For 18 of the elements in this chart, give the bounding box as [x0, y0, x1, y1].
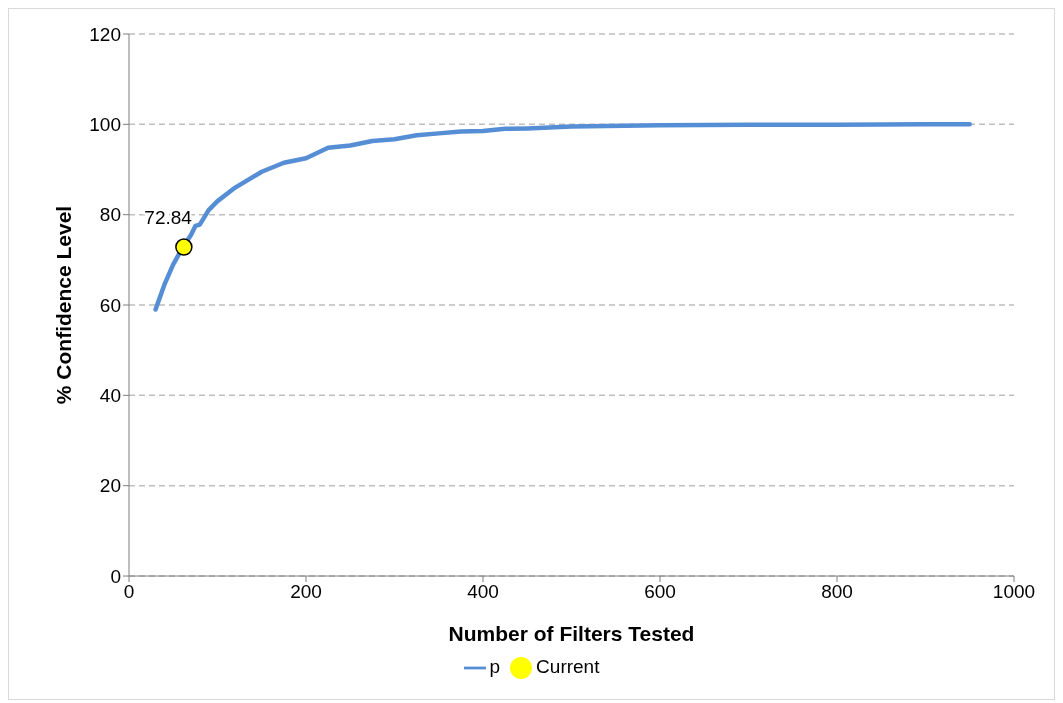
y-tick-label: 60	[99, 294, 121, 316]
y-tick-label: 80	[99, 204, 121, 226]
x-tick-label: 600	[644, 580, 676, 602]
y-tick-label: 100	[89, 114, 121, 136]
x-tick-label: 200	[290, 580, 322, 602]
x-tick-label: 0	[123, 580, 135, 602]
x-tick-label: 400	[467, 580, 499, 602]
y-tick-label: 0	[110, 565, 121, 587]
data-label: 72.84	[144, 207, 193, 229]
x-tick-label: 1000	[992, 580, 1036, 602]
y-axis-title: % Confidence Level	[52, 205, 76, 405]
y-tick-label: 20	[99, 475, 121, 497]
y-tick-label: 120	[89, 23, 121, 45]
legend-label: p	[489, 656, 501, 678]
y-tick-label: 40	[99, 385, 121, 407]
x-axis-title: Number of Filters Tested	[448, 622, 695, 646]
x-tick-label: 800	[821, 580, 853, 602]
legend-label: Current	[536, 656, 600, 678]
